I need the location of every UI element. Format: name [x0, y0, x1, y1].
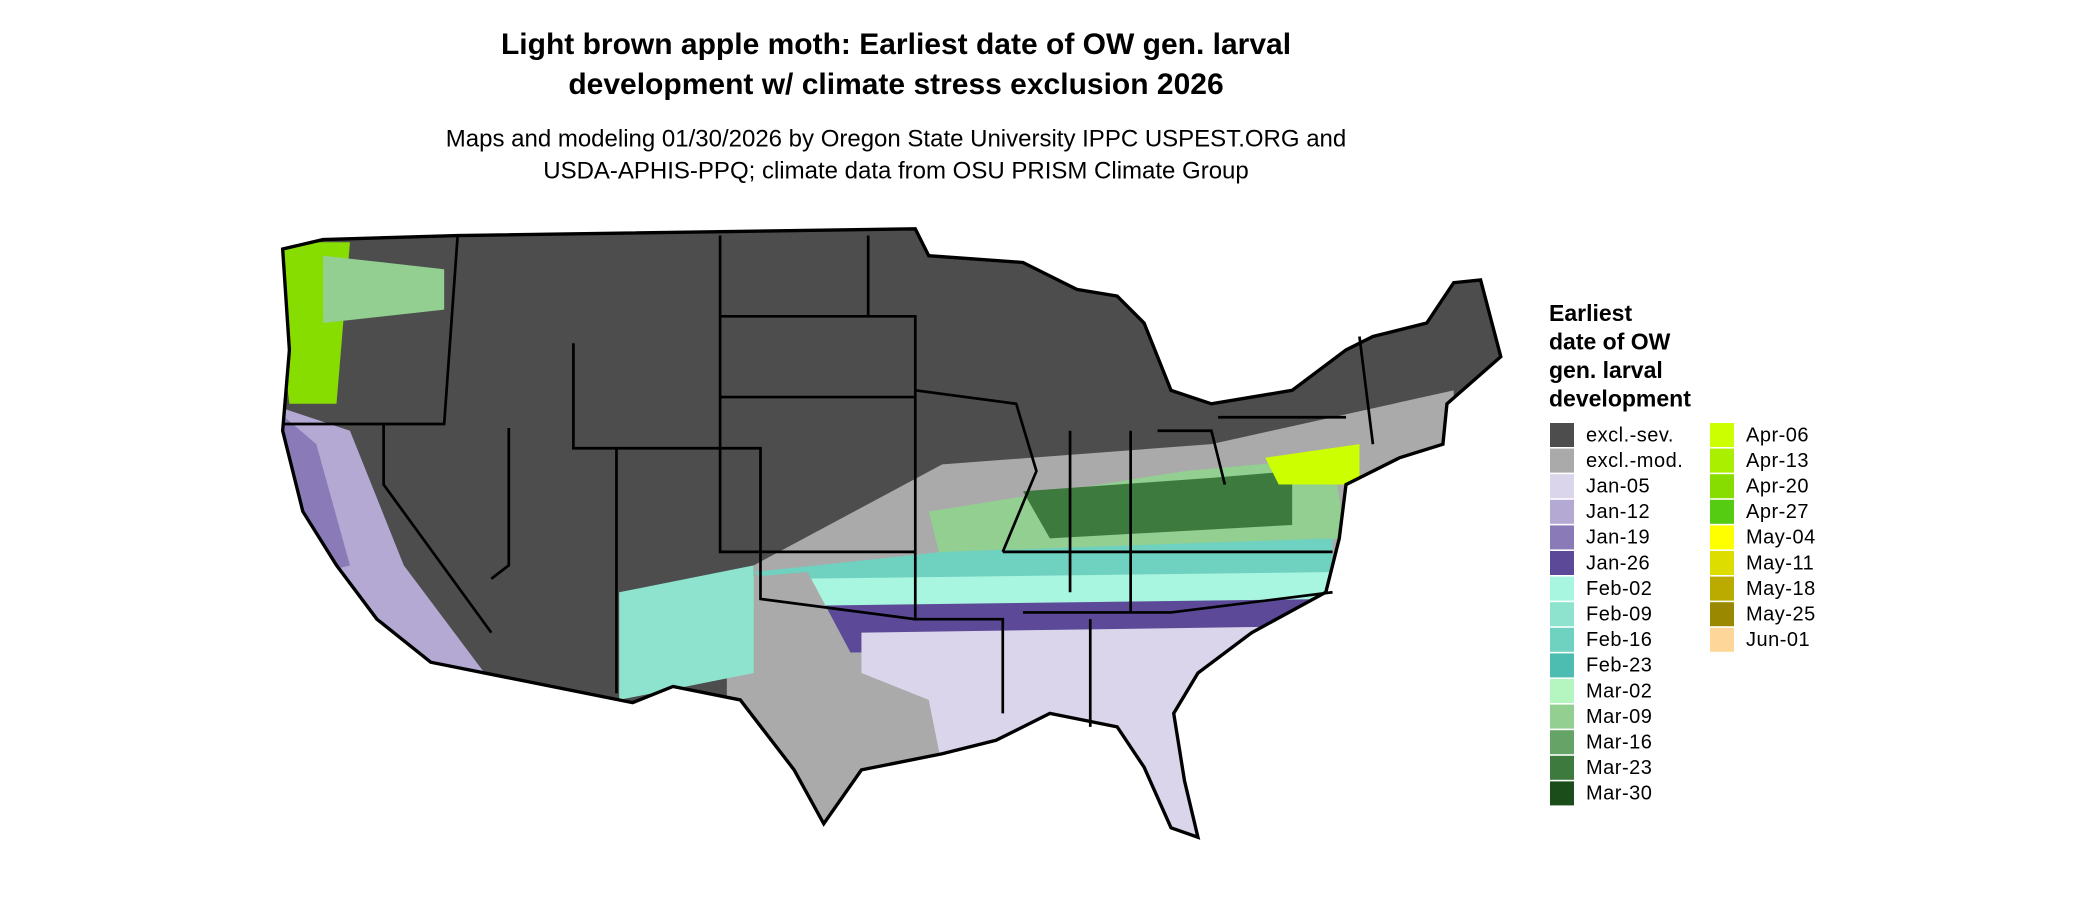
legend-label: May-18 — [1746, 578, 1816, 600]
legend-label: Apr-20 — [1746, 475, 1809, 497]
legend-swatch — [1550, 525, 1574, 550]
legend-swatch — [1550, 551, 1574, 575]
legend-swatch — [1550, 602, 1574, 627]
legend-swatch — [1710, 602, 1734, 627]
legend-title: gen. larval — [1549, 357, 1663, 383]
legend-swatch — [1710, 627, 1734, 652]
legend-swatch — [1550, 474, 1574, 499]
legend-label: Jan-05 — [1586, 475, 1650, 497]
legend-label: Apr-13 — [1746, 450, 1809, 472]
legend-label: May-11 — [1746, 552, 1814, 574]
legend-swatch — [1550, 730, 1574, 755]
legend-label: Jan-26 — [1586, 552, 1650, 574]
legend-swatch — [1550, 499, 1574, 524]
subtitle-line: USDA-APHIS-PPQ; climate data from OSU PR… — [543, 157, 1249, 184]
legend-swatch — [1710, 474, 1734, 499]
legend-label: May-25 — [1746, 603, 1816, 625]
legend-swatch — [1550, 704, 1574, 729]
legend-label: Feb-09 — [1586, 603, 1652, 625]
legend-swatch — [1550, 679, 1574, 703]
legend-label: Feb-16 — [1586, 629, 1652, 651]
legend-label: excl.-sev. — [1586, 424, 1674, 446]
legend-label: Mar-30 — [1586, 783, 1652, 805]
legend-swatch — [1710, 525, 1734, 550]
legend-swatch — [1550, 781, 1574, 806]
legend-label: Apr-06 — [1746, 424, 1809, 446]
legend-swatch — [1710, 448, 1734, 473]
subtitle-line: Maps and modeling 01/30/2026 by Oregon S… — [446, 125, 1346, 152]
legend-label: Feb-23 — [1586, 655, 1652, 677]
legend-title: date of OW — [1549, 329, 1671, 355]
legend-label: Mar-16 — [1586, 731, 1652, 753]
legend-swatch — [1550, 576, 1574, 601]
legend-label: Mar-09 — [1586, 706, 1652, 728]
legend-label: Feb-02 — [1586, 578, 1652, 600]
title-line: Light brown apple moth: Earliest date of… — [501, 28, 1291, 61]
legend-swatch — [1550, 755, 1574, 780]
legend-swatch — [1550, 448, 1574, 473]
legend-title: development — [1549, 386, 1691, 412]
legend-label: excl.-mod. — [1586, 450, 1683, 472]
legend-label: Jan-19 — [1586, 527, 1650, 549]
legend-swatch — [1710, 423, 1734, 447]
title-line: development w/ climate stress exclusion … — [568, 68, 1223, 101]
legend-label: Apr-27 — [1746, 501, 1809, 523]
legend-label: Mar-02 — [1586, 680, 1652, 702]
legend-label: Jan-12 — [1586, 501, 1650, 523]
legend-swatch — [1710, 499, 1734, 524]
legend-label: Mar-23 — [1586, 757, 1652, 779]
legend-swatch — [1710, 551, 1734, 575]
legend-label: Jun-01 — [1746, 629, 1810, 651]
legend-swatch — [1550, 627, 1574, 652]
us-map — [280, 227, 1503, 840]
legend-swatch — [1550, 653, 1574, 678]
legend-swatch — [1550, 423, 1574, 447]
legend-swatch — [1710, 576, 1734, 601]
legend-label: May-04 — [1746, 527, 1816, 549]
legend-title: Earliest — [1549, 300, 1632, 326]
